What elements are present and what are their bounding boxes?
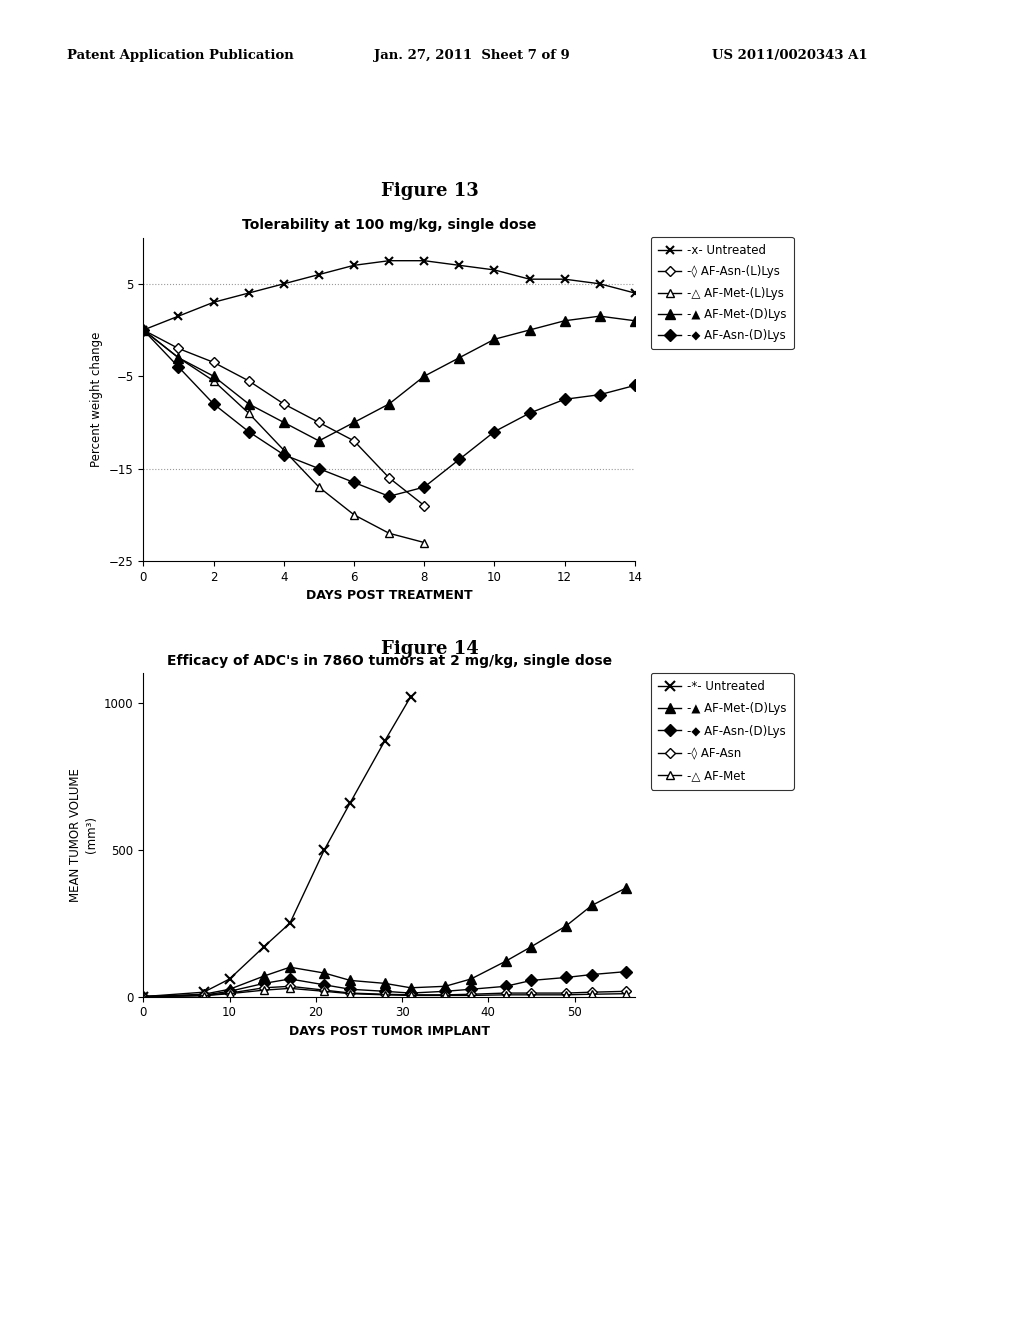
X-axis label: DAYS POST TREATMENT: DAYS POST TREATMENT (306, 589, 472, 602)
Legend: -x- Untreated, -◊ AF-Asn-(L)Lys, -△ AF-Met-(L)Lys, -▲ AF-Met-(D)Lys, -◆ AF-Asn-(: -x- Untreated, -◊ AF-Asn-(L)Lys, -△ AF-M… (650, 238, 794, 350)
Text: Figure 14: Figure 14 (381, 640, 479, 659)
Legend: -*- Untreated, -▲ AF-Met-(D)Lys, -◆ AF-Asn-(D)Lys, -◊ AF-Asn, -△ AF-Met: -*- Untreated, -▲ AF-Met-(D)Lys, -◆ AF-A… (650, 673, 794, 789)
Y-axis label: Percent weight change: Percent weight change (90, 331, 103, 467)
X-axis label: DAYS POST TUMOR IMPLANT: DAYS POST TUMOR IMPLANT (289, 1024, 489, 1038)
Text: Jan. 27, 2011  Sheet 7 of 9: Jan. 27, 2011 Sheet 7 of 9 (374, 49, 569, 62)
Text: Patent Application Publication: Patent Application Publication (67, 49, 293, 62)
Text: US 2011/0020343 A1: US 2011/0020343 A1 (712, 49, 867, 62)
Title: Tolerability at 100 mg/kg, single dose: Tolerability at 100 mg/kg, single dose (242, 218, 537, 232)
Title: Efficacy of ADC's in 786O tumors at 2 mg/kg, single dose: Efficacy of ADC's in 786O tumors at 2 mg… (167, 653, 611, 668)
Text: Figure 13: Figure 13 (381, 182, 479, 201)
Y-axis label: MEAN TUMOR VOLUME
(mm³): MEAN TUMOR VOLUME (mm³) (70, 768, 98, 902)
